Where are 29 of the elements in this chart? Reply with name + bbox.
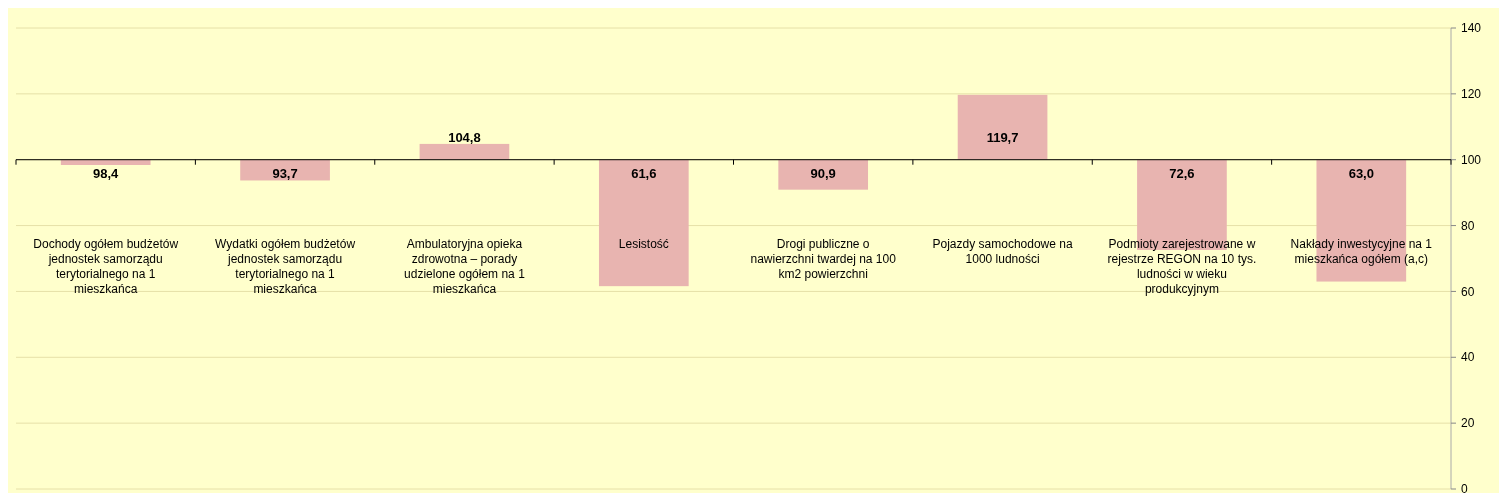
x-tick-label: Drogi publiczne o nawierzchni twardej na 100 km2 powierzchni: [750, 236, 897, 281]
bar: [60, 159, 151, 165]
data-label: 98,4: [93, 165, 120, 181]
x-tick-label: Ambulatoryjna opieka zdrowotna – porady udzielone ogółem na 1 mieszkańca: [404, 236, 526, 296]
y-tick-label: 40: [1461, 350, 1475, 365]
x-tick-label: Lesistość: [618, 236, 669, 251]
bar: [598, 159, 689, 287]
x-tick-label: Podmioty zarejestrowane w rejestrze REGON na 10 tys. ludności w wieku produkcyjnym: [1107, 236, 1257, 296]
bar: [419, 143, 510, 160]
y-tick-label: 100: [1461, 152, 1482, 167]
data-label: 90,9: [810, 165, 836, 181]
data-label: 61,6: [631, 165, 657, 181]
data-label: 119,7: [986, 129, 1019, 145]
x-tick-label: Wydatki ogółem budżetów jednostek samorządu terytorialnego na 1 mieszkańca: [215, 236, 356, 296]
bar: [957, 94, 1048, 160]
data-label: 63,0: [1348, 165, 1374, 181]
data-label: 72,6: [1169, 165, 1195, 181]
y-tick-label: 140: [1461, 21, 1482, 36]
y-tick-label: 120: [1461, 87, 1482, 102]
y-tick-label: 80: [1461, 218, 1475, 233]
x-tick-label: Nakłady inwestycyjne na 1 mieszkańca ogółem (a,c): [1290, 236, 1433, 266]
data-label: 93,7: [272, 165, 298, 181]
x-tick-label: Pojazdy samochodowe na 1000 ludności: [932, 236, 1073, 266]
y-tick-label: 0: [1461, 482, 1468, 493]
data-label: 104,8: [448, 129, 481, 145]
y-tick-label: 60: [1461, 284, 1475, 299]
y-tick-label: 20: [1461, 416, 1475, 431]
x-tick-label: Dochody ogółem budżetów jednostek samorządu terytorialnego na 1 mieszkańca: [33, 236, 179, 296]
bar: [778, 159, 869, 190]
